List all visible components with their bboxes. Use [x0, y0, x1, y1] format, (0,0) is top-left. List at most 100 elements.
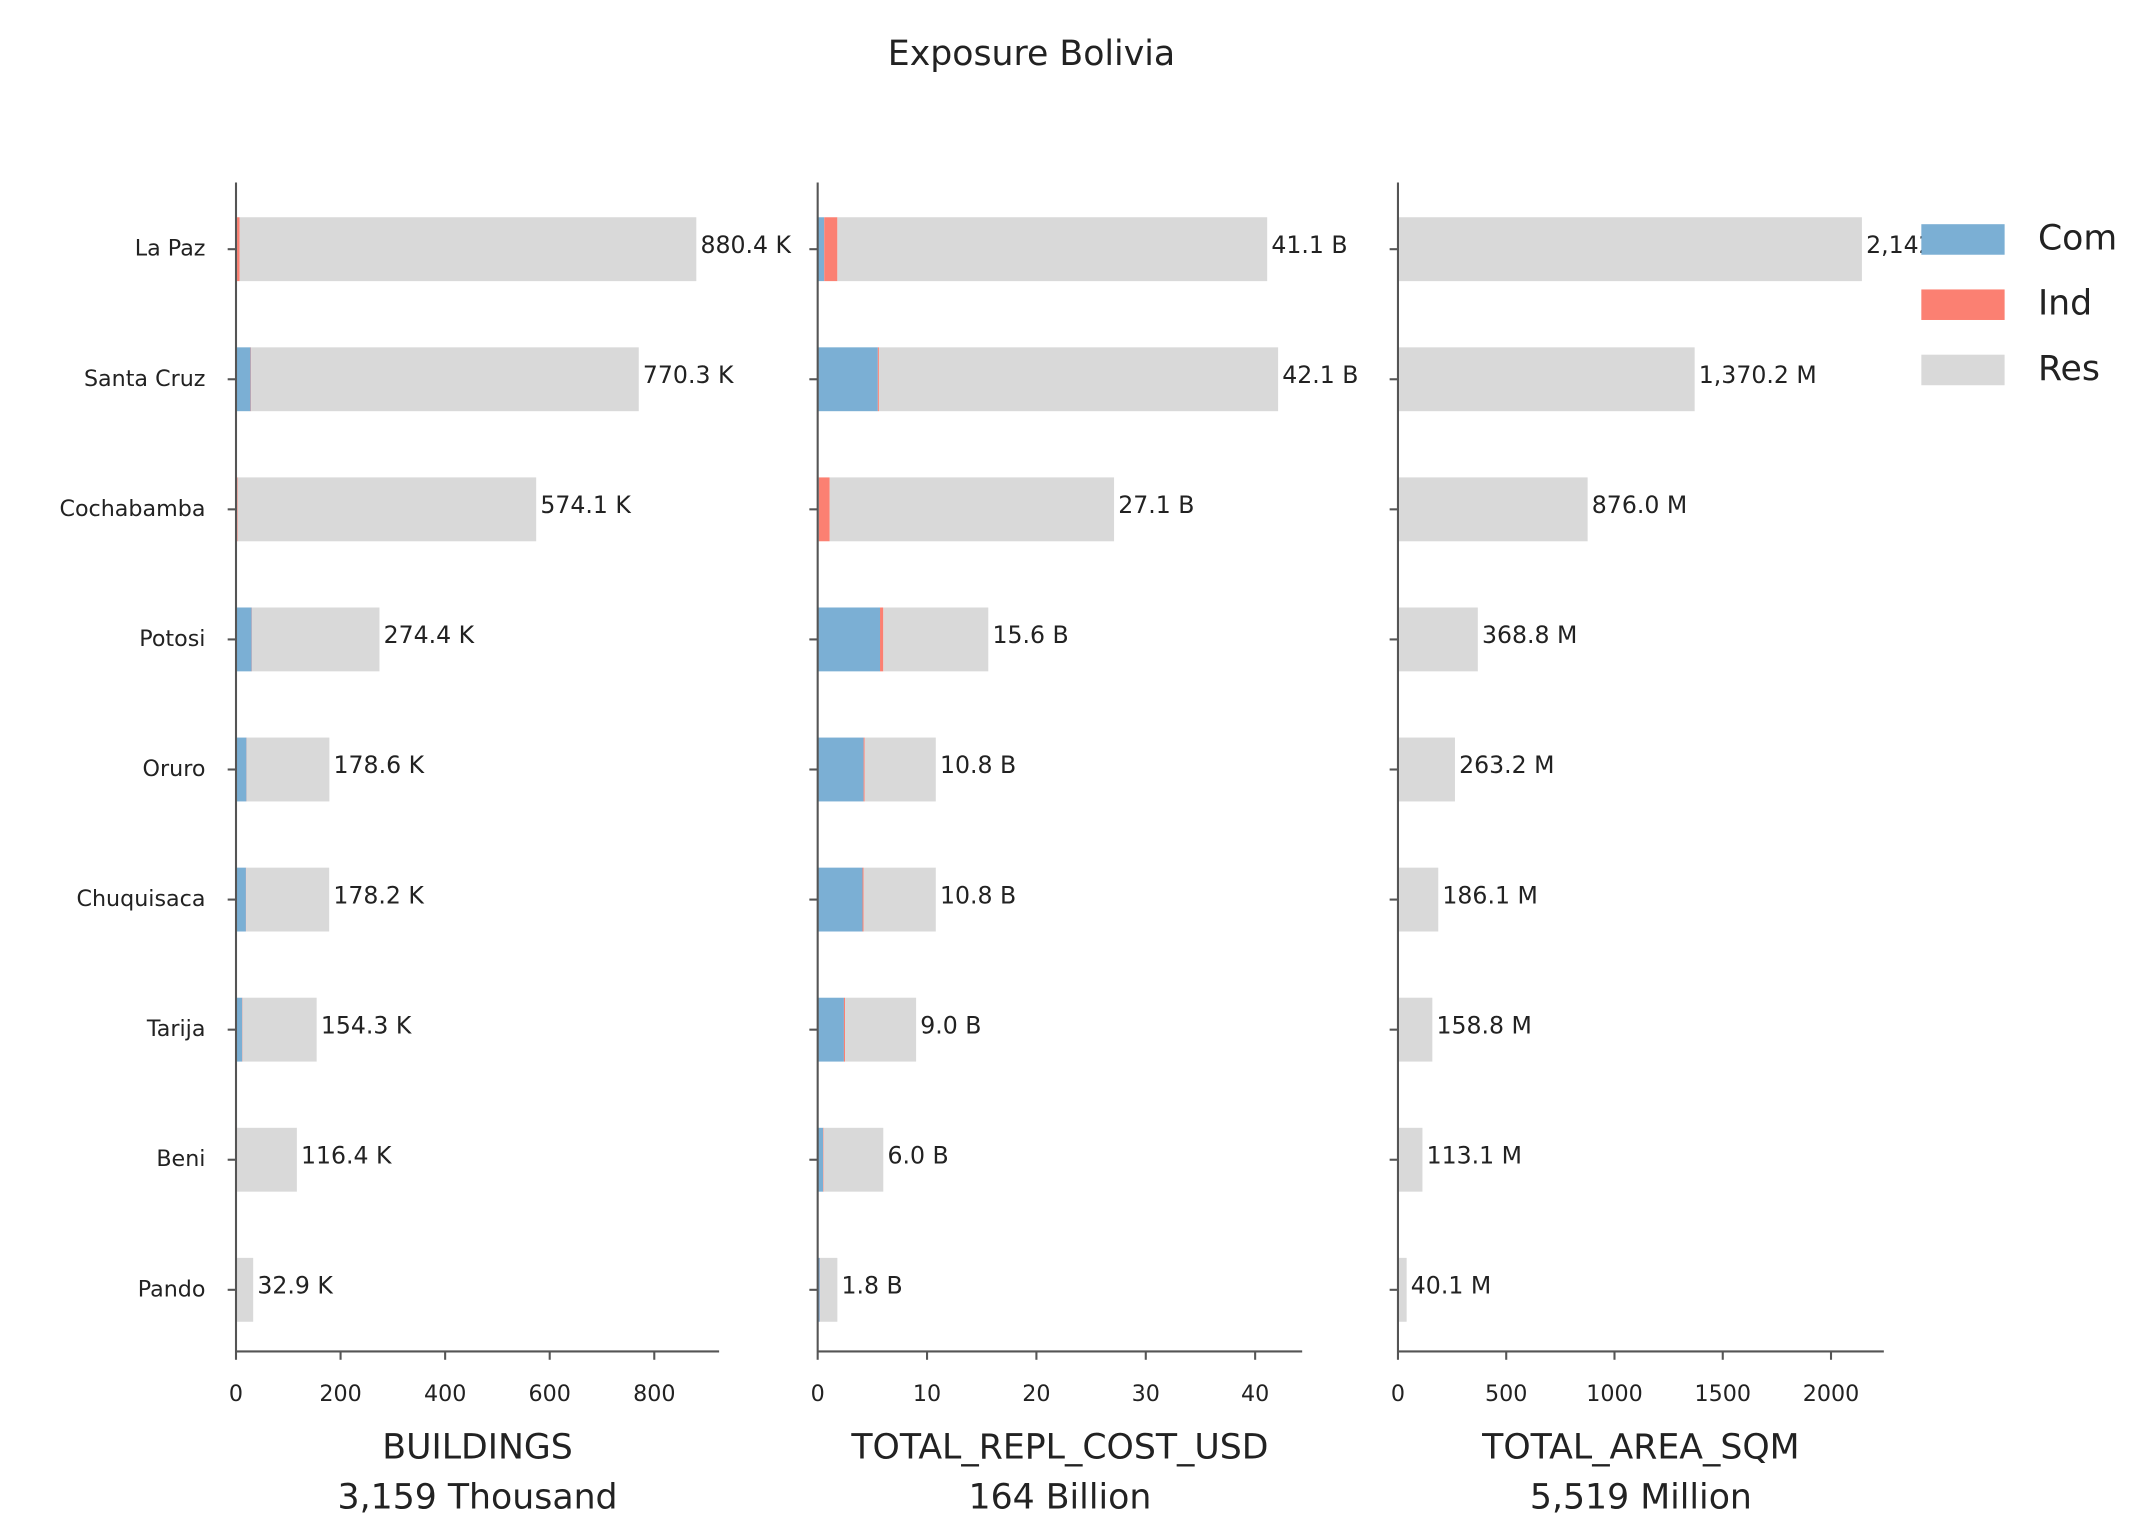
x-tick-label: 20	[1022, 1381, 1050, 1407]
value-label: 880.4 K	[700, 231, 791, 259]
value-label: 178.6 K	[334, 751, 425, 779]
y-tick-label: Beni	[156, 1146, 205, 1172]
bar-segment	[251, 347, 639, 412]
bar-segment	[1397, 1257, 1407, 1322]
value-label: 154.3 K	[321, 1011, 412, 1039]
x-axis-label: TOTAL_REPL_COST_USD	[850, 1428, 1268, 1468]
value-label: 6.0 B	[887, 1141, 948, 1169]
legend-swatch	[1921, 224, 2005, 255]
bar-segment	[817, 347, 878, 412]
value-label: 113.1 M	[1427, 1141, 1522, 1169]
x-tick-label: 2000	[1803, 1381, 1860, 1407]
bar-segment	[237, 217, 240, 282]
bar-segment	[236, 607, 252, 672]
bar-segment	[883, 607, 989, 672]
value-label: 42.1 B	[1282, 361, 1358, 389]
bar-segment	[864, 737, 936, 802]
bar-segment	[829, 477, 1115, 542]
x-tick-label: 40	[1241, 1381, 1269, 1407]
y-tick-label: La Paz	[135, 236, 206, 262]
x-tick-label: 0	[229, 1381, 243, 1407]
y-tick-label: Tarija	[146, 1016, 206, 1042]
bar-segment	[1397, 997, 1433, 1062]
bar-segment	[1397, 1127, 1423, 1192]
value-label: 9.0 B	[920, 1011, 981, 1039]
x-tick-label: 0	[1391, 1381, 1405, 1407]
bar-segment	[878, 347, 1279, 412]
bar-segment	[823, 1127, 824, 1192]
bar-segment	[251, 607, 380, 672]
bar-segment	[236, 867, 246, 932]
value-label: 770.3 K	[643, 361, 734, 389]
value-label: 15.6 B	[992, 621, 1068, 649]
bar-segment	[1397, 607, 1478, 672]
x-tick-label: 400	[424, 1381, 466, 1407]
bar-segment	[817, 867, 863, 932]
value-label: 274.4 K	[384, 621, 475, 649]
value-label: 368.8 M	[1482, 621, 1577, 649]
y-tick-label: Oruro	[143, 756, 206, 782]
bar-segment	[236, 477, 238, 542]
value-label: 116.4 K	[301, 1141, 392, 1169]
bar-segment	[877, 347, 879, 412]
legend-swatch	[1921, 289, 2005, 320]
bar-segment	[246, 867, 330, 932]
x-axis-label: TOTAL_AREA_SQM	[1481, 1428, 1799, 1468]
x-axis-subtitle: 164 Billion	[969, 1478, 1152, 1518]
y-tick-label: Cochabamba	[59, 496, 205, 522]
x-axis-subtitle: 3,159 Thousand	[338, 1478, 618, 1518]
value-label: 27.1 B	[1118, 491, 1194, 519]
bar-segment	[818, 477, 830, 542]
bar-segment	[236, 737, 247, 802]
bar-segment	[845, 997, 917, 1062]
bar-segment	[246, 737, 330, 802]
bar-segment	[862, 867, 864, 932]
bar-segment	[817, 997, 844, 1062]
bar-segment	[817, 217, 825, 282]
x-tick-label: 200	[319, 1381, 361, 1407]
bar-segment	[863, 867, 936, 932]
bar-segment	[237, 1127, 297, 1192]
value-label: 1.8 B	[842, 1272, 903, 1300]
bar-segment	[236, 347, 251, 412]
bar-segment	[1397, 737, 1455, 802]
bar-segment	[236, 1257, 254, 1322]
x-tick-label: 10	[913, 1381, 941, 1407]
value-label: 263.2 M	[1459, 751, 1554, 779]
value-label: 574.1 K	[540, 491, 631, 519]
bar-segment	[239, 217, 697, 282]
bar-segment	[817, 1127, 824, 1192]
value-label: 158.8 M	[1437, 1011, 1532, 1039]
x-tick-label: 600	[529, 1381, 571, 1407]
bar-segment	[824, 217, 838, 282]
y-tick-label: Chuquisaca	[76, 886, 205, 912]
bar-segment	[1397, 867, 1439, 932]
x-tick-label: 1000	[1586, 1381, 1643, 1407]
bar-segment	[236, 997, 243, 1062]
bar-segment	[863, 737, 865, 802]
value-label: 876.0 M	[1592, 491, 1687, 519]
x-axis-label: BUILDINGS	[382, 1428, 573, 1468]
bar-segment	[1397, 477, 1588, 542]
bar-segment	[250, 347, 252, 412]
bar-segment	[817, 737, 864, 802]
value-label: 178.2 K	[333, 881, 424, 909]
x-tick-label: 0	[811, 1381, 825, 1407]
bar-segment	[880, 607, 884, 672]
value-label: 1,370.2 M	[1699, 361, 1817, 389]
bar-segment	[820, 1257, 838, 1322]
value-label: 10.8 B	[940, 751, 1016, 779]
x-tick-label: 1500	[1694, 1381, 1751, 1407]
value-label: 32.9 K	[257, 1272, 333, 1300]
y-tick-label: Santa Cruz	[84, 366, 206, 392]
bar-segment	[817, 607, 881, 672]
y-tick-label: Pando	[138, 1276, 206, 1302]
x-axis-subtitle: 5,519 Million	[1530, 1478, 1752, 1518]
bar-segment	[843, 997, 846, 1062]
bar-segment	[242, 997, 317, 1062]
value-label: 41.1 B	[1271, 231, 1347, 259]
x-tick-label: 800	[633, 1381, 675, 1407]
value-label: 186.1 M	[1442, 881, 1537, 909]
legend-swatch	[1921, 354, 2005, 386]
